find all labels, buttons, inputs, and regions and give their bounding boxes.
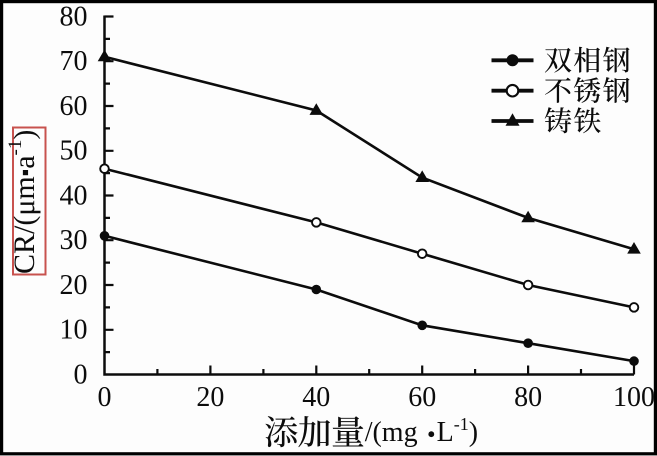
svg-text:30: 30: [60, 225, 88, 256]
svg-text:40: 40: [60, 180, 88, 211]
svg-text:80: 80: [60, 1, 88, 32]
svg-text:60: 60: [408, 382, 436, 413]
svg-text:70: 70: [60, 46, 88, 77]
svg-text:100: 100: [613, 382, 655, 413]
svg-text:10: 10: [60, 315, 88, 346]
svg-text:40: 40: [302, 382, 330, 413]
svg-text:20: 20: [60, 270, 88, 301]
svg-text:80: 80: [514, 382, 542, 413]
svg-text:20: 20: [196, 382, 224, 413]
svg-text:0: 0: [98, 382, 112, 413]
svg-text:60: 60: [60, 91, 88, 122]
svg-text:50: 50: [60, 136, 88, 167]
svg-text:0: 0: [74, 359, 88, 390]
